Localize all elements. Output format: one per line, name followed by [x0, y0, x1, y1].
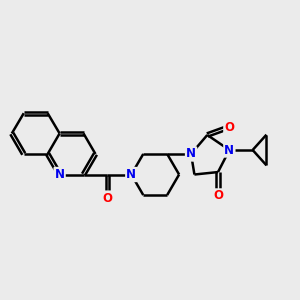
Text: N: N	[186, 148, 196, 160]
Text: O: O	[224, 121, 234, 134]
Text: O: O	[102, 192, 112, 205]
Text: N: N	[55, 168, 64, 181]
Text: O: O	[213, 190, 223, 202]
Text: N: N	[224, 143, 234, 157]
Text: N: N	[126, 168, 136, 181]
